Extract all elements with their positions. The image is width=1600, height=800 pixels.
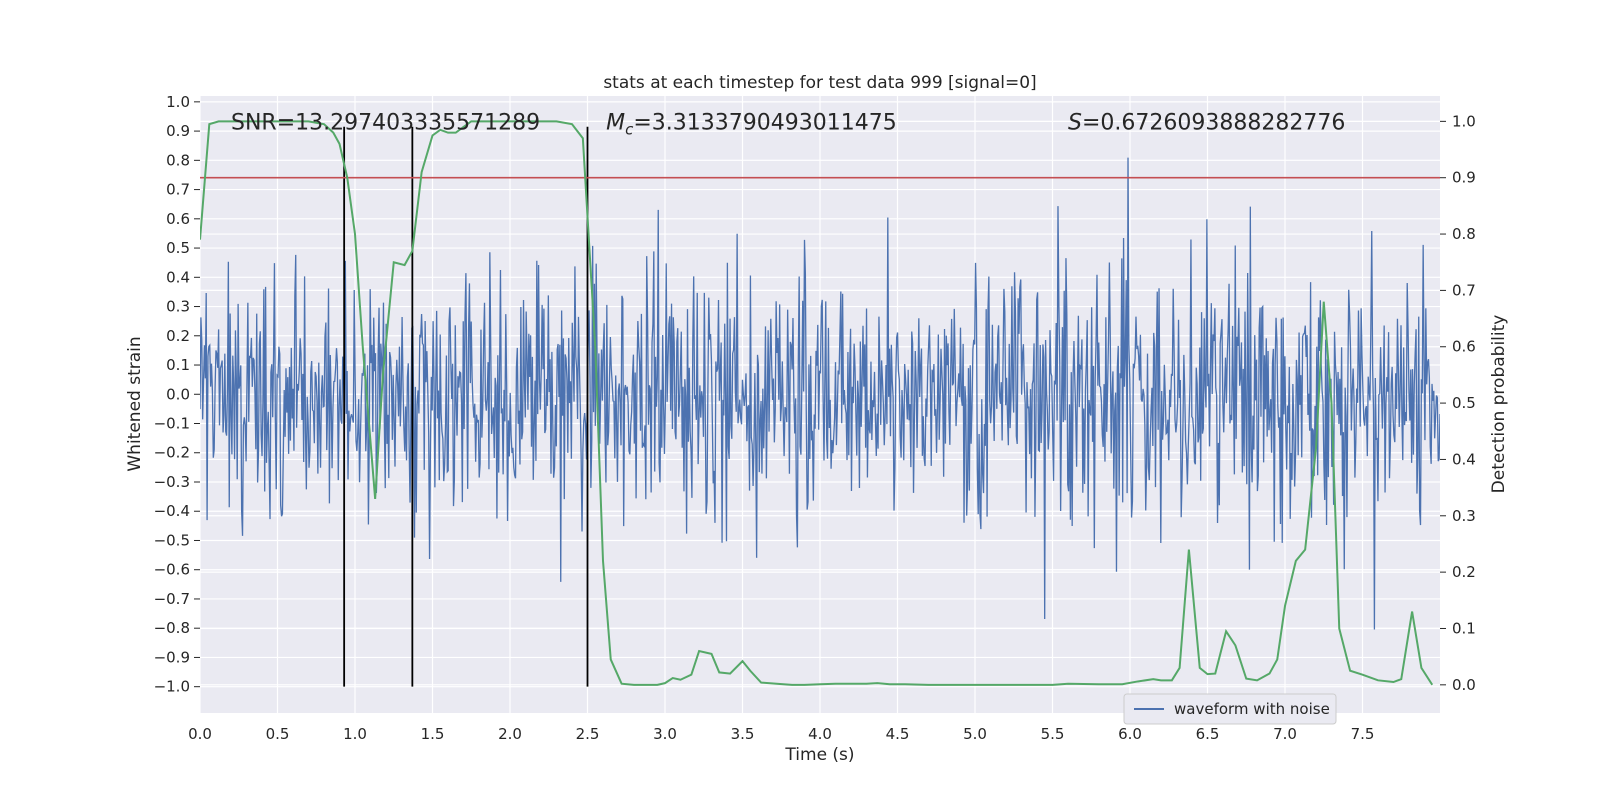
y-axis-left-label: Whitened strain	[125, 336, 145, 471]
y-right-tick-label: 0.3	[1452, 507, 1476, 525]
x-tick-label: 5.5	[1041, 725, 1065, 743]
legend: waveform with noise	[1123, 693, 1337, 725]
y-right-tick-label: 0.8	[1452, 225, 1476, 243]
y-right-tick-label: 0.9	[1452, 169, 1476, 187]
x-tick-label: 0.0	[188, 725, 212, 743]
y-right-tick-label: 0.0	[1452, 676, 1476, 694]
detection-probability-line	[200, 120, 1434, 686]
x-tick-label: 4.5	[886, 725, 910, 743]
y-left-tick-label: 0.7	[166, 181, 190, 199]
x-tick-label: 2.5	[576, 725, 600, 743]
plot-content	[200, 120, 1440, 687]
y-right-tick-label: 0.7	[1452, 281, 1476, 299]
axis-ticks: 0.0 0.5 1.0 1.5 2.0 2.5 3.0 3.5 4.0 4.5 5.0 5.5 6.0 6…	[154, 93, 1476, 743]
legend-box	[1123, 693, 1337, 725]
y-left-tick-label: 1.0	[166, 93, 190, 111]
x-tick-label: 1.0	[343, 725, 367, 743]
stat-annotation: S=0.6726093888282776	[1068, 111, 1345, 136]
y-left-tick-label: −0.7	[154, 590, 190, 608]
y-right-tick-label: 0.4	[1452, 450, 1476, 468]
y-right-tick-label: 0.1	[1452, 619, 1476, 637]
stat-annotation: SNR=13.297403335571289	[231, 111, 540, 136]
y-left-tick-label: 0.8	[166, 151, 190, 169]
y-left-tick-label: 0.0	[166, 385, 190, 403]
y-left-tick-label: 0.6	[166, 210, 190, 228]
x-tick-label: 6.5	[1196, 725, 1220, 743]
y-left-tick-label: −0.3	[154, 473, 190, 491]
y-left-tick-label: 0.4	[166, 268, 190, 286]
x-tick-label: 7.5	[1351, 725, 1375, 743]
y-right-tick-label: 0.5	[1452, 394, 1476, 412]
chart-title: stats at each timestep for test data 999…	[603, 73, 1036, 93]
y-left-tick-label: −0.8	[154, 619, 190, 637]
waveform-series-line	[200, 157, 1440, 630]
y-axis-right-label: Detection probability	[1489, 315, 1509, 494]
x-tick-label: 5.0	[963, 725, 987, 743]
x-tick-label: 3.0	[653, 725, 677, 743]
y-right-tick-label: 0.6	[1452, 338, 1476, 356]
y-left-tick-label: −0.1	[154, 415, 190, 433]
x-axis-label: Time (s)	[784, 745, 854, 765]
y-left-tick-label: −0.6	[154, 561, 190, 579]
y-left-tick-label: 0.9	[166, 122, 190, 140]
x-tick-label: 4.0	[808, 725, 832, 743]
y-left-tick-label: −1.0	[154, 678, 190, 696]
chart-annotations: SNR=13.297403335571289 Mc=3.3133790493011…	[231, 111, 1345, 139]
x-tick-label: 3.5	[731, 725, 755, 743]
y-left-tick-label: −0.5	[154, 531, 190, 549]
y-left-tick-label: −0.2	[154, 444, 190, 462]
legend-entry-waveform: waveform with noise	[1174, 700, 1330, 718]
x-tick-label: 7.0	[1273, 725, 1297, 743]
y-left-tick-label: 0.2	[166, 327, 190, 345]
y-left-tick-label: −0.4	[154, 502, 190, 520]
y-left-tick-label: −0.9	[154, 648, 190, 666]
y-left-tick-label: 0.5	[166, 239, 190, 257]
y-right-tick-label: 1.0	[1452, 112, 1476, 130]
y-left-tick-label: 0.3	[166, 298, 190, 316]
x-tick-label: 0.5	[266, 725, 290, 743]
y-right-tick-label: 0.2	[1452, 563, 1476, 581]
y-left-tick-label: 0.1	[166, 356, 190, 374]
stat-annotation: Mc=3.3133790493011475	[606, 111, 897, 139]
x-tick-label: 1.5	[421, 725, 445, 743]
x-tick-label: 6.0	[1118, 725, 1142, 743]
x-tick-label: 2.0	[498, 725, 522, 743]
